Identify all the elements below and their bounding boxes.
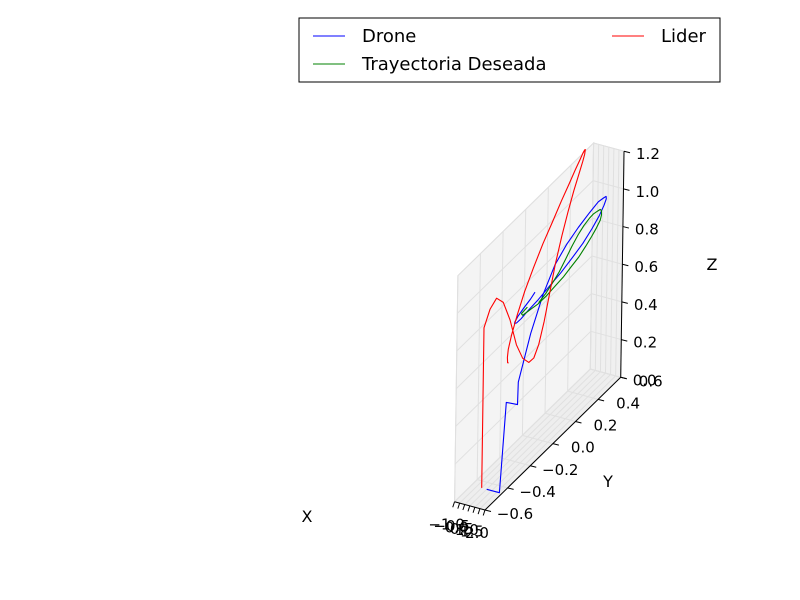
grid-line-y [499, 456, 531, 467]
x-tick-label: 1.0 [455, 521, 479, 539]
x-tick-label: 0.0 [445, 518, 469, 536]
axis-panes [453, 141, 625, 511]
z-tick [622, 263, 629, 267]
z-tick [620, 376, 627, 380]
x-tick [467, 505, 471, 512]
z-tick [621, 301, 628, 304]
series-lines [481, 149, 607, 494]
x-tick [477, 508, 481, 515]
grid-line-y [522, 434, 553, 445]
legend-label-lider: Lider [661, 26, 707, 47]
grid-line-y [544, 412, 576, 422]
x-tick-label: 2.0 [465, 524, 489, 542]
x-tick [457, 502, 461, 509]
z-tick [623, 150, 631, 154]
grid-line-z [591, 255, 623, 265]
z-tick-label: 0.4 [634, 296, 658, 314]
axis-ticks: −1.0−0.50.00.51.01.52.0−0.6−0.4−0.20.00.… [428, 145, 662, 542]
y-tick-label: −0.2 [542, 461, 578, 479]
x-tick [462, 504, 466, 511]
z-tick-label: 1.0 [635, 183, 659, 201]
y-tick-label: 0.2 [594, 417, 618, 435]
y-tick-label: 0.6 [639, 372, 663, 390]
z-tick-label: 0.0 [633, 371, 657, 389]
y-tick [507, 487, 514, 490]
x-tick-label: −0.5 [433, 517, 469, 535]
x-tick [482, 509, 486, 516]
y-tick-label: −0.6 [497, 505, 533, 523]
y-tick-label: 0.0 [571, 439, 595, 457]
series-line-trayectoria-deseada [521, 208, 603, 316]
y-tick [597, 398, 605, 402]
z-tick [623, 188, 630, 191]
z-tick [621, 339, 628, 342]
z-axis-label: Z [707, 255, 718, 274]
z-tick-label: 1.2 [636, 145, 660, 163]
y-tick-label: −0.4 [519, 483, 555, 501]
y-tick [530, 465, 537, 468]
x-tick [472, 507, 476, 513]
z-tick-label: 0.6 [634, 258, 658, 276]
series-line-lider [481, 149, 586, 488]
legend: Drone Lider Trayectoria Deseada [298, 17, 721, 83]
y-axis-label: Y [602, 472, 613, 491]
y-tick [575, 421, 582, 424]
grid-line-z [457, 142, 594, 277]
grid-line-y [567, 390, 599, 400]
y-tick [552, 443, 559, 446]
x-tick-label: 0.5 [450, 520, 474, 538]
grid-line-z [590, 368, 621, 378]
grid-line-z [455, 255, 593, 390]
legend-label-drone: Drone [362, 26, 416, 47]
z-tick-label: 0.2 [633, 334, 657, 352]
y-tick-label: 0.4 [616, 394, 640, 412]
z-tick [622, 226, 630, 229]
z-tick-label: 0.8 [635, 221, 659, 239]
grid-line-z [590, 330, 622, 341]
grid-line-z [454, 368, 591, 503]
grid-line-z [591, 293, 622, 303]
y-tick [484, 509, 492, 512]
x-tick-label: −1.0 [428, 516, 464, 534]
grid-line-z [592, 180, 624, 190]
x-axis-label: X [302, 507, 313, 526]
grid-line-z [454, 330, 592, 465]
legend-label-trayectoria: Trayectoria Deseada [361, 54, 547, 75]
grid-line-z [593, 142, 625, 152]
x-tick [452, 501, 456, 508]
axis-labels: X Y Z [302, 255, 718, 526]
x-tick-label: 1.5 [460, 523, 484, 541]
legend-box [298, 17, 721, 83]
